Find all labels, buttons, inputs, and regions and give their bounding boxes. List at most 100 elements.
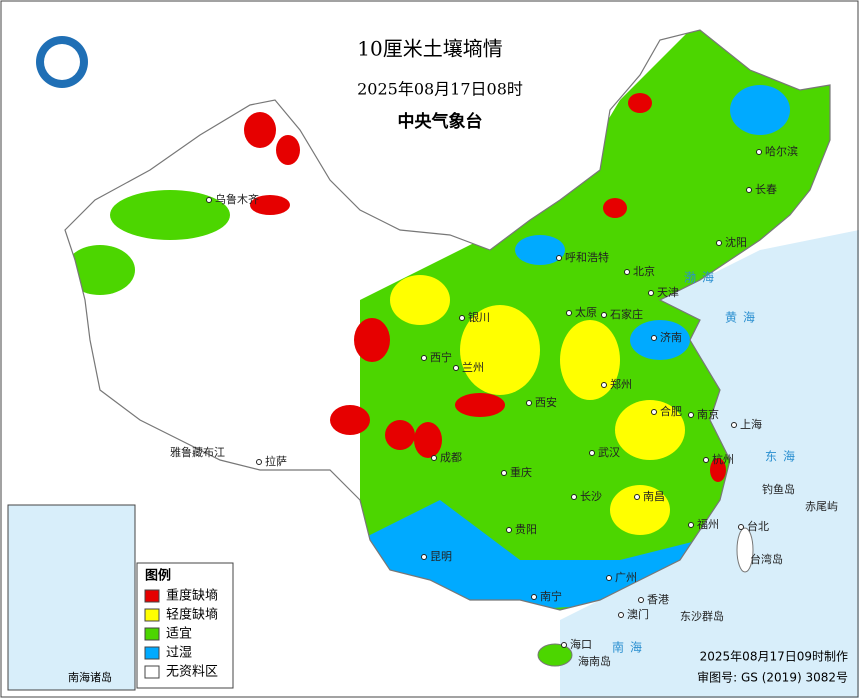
footer-review: 审图号: GS (2019) 3082号 (697, 670, 848, 685)
city-marker (589, 450, 595, 456)
city-label: 哈尔滨 (765, 144, 798, 158)
city-label: 台北 (747, 519, 769, 533)
city-label: 长春 (755, 183, 777, 196)
legend-title: 图例 (145, 568, 171, 584)
legend-swatch (144, 608, 160, 622)
legend-swatch (144, 665, 160, 679)
city-label: 石家庄 (610, 307, 643, 321)
city-label: 西安 (535, 395, 557, 409)
city-label: 济南 (660, 330, 682, 344)
city-marker (561, 642, 567, 648)
city-marker (571, 494, 577, 500)
city-marker (453, 365, 459, 371)
city-marker (651, 409, 657, 415)
city-marker (421, 355, 427, 361)
city-label: 长沙 (580, 490, 602, 503)
place-label: 台湾岛 (750, 552, 783, 566)
city-label: 上海 (740, 417, 762, 431)
city-marker (624, 269, 630, 275)
city-label: 呼和浩特 (565, 250, 609, 264)
inset (7, 504, 136, 691)
legend-swatch (144, 627, 160, 641)
legend-swatch (144, 589, 160, 603)
city-label: 澳门 (627, 607, 649, 621)
city-label: 海口 (570, 637, 592, 651)
city-marker (601, 312, 607, 318)
city-label: 杭州 (712, 452, 734, 466)
city-marker (206, 197, 212, 203)
place-label: 海南岛 (578, 654, 611, 668)
taiwan (736, 527, 754, 573)
city-label: 沈阳 (725, 235, 747, 249)
legend-label: 过湿 (166, 646, 192, 661)
city-marker (638, 597, 644, 603)
place-label: 雅鲁藏布江 (170, 445, 225, 459)
place-label: 渤海 (684, 270, 720, 285)
city-marker (421, 554, 427, 560)
place-label: 黄海 (725, 310, 761, 325)
city-marker (738, 524, 744, 530)
legend-label: 重度缺墒 (166, 588, 218, 604)
city-label: 拉萨 (265, 454, 287, 468)
city-label: 重庆 (510, 465, 532, 479)
agency: 中央气象台 (398, 111, 483, 132)
city-marker (606, 575, 612, 581)
place-label: 赤尾屿 (805, 500, 838, 513)
legend-label: 适宜 (166, 627, 192, 642)
footer-made: 2025年08月17日09时制作 (700, 650, 848, 664)
place-label: 东沙群岛 (680, 609, 724, 623)
city-marker (648, 290, 654, 296)
city-label: 南京 (697, 407, 719, 421)
city-label: 广州 (615, 571, 637, 584)
title: 10厘米土壤墒情 (357, 37, 502, 61)
city-marker (431, 455, 437, 461)
city-marker (256, 459, 262, 465)
city-label: 贵阳 (515, 523, 537, 536)
city-label: 天津 (657, 286, 679, 299)
legend-swatch (144, 646, 160, 660)
city-label: 银川 (468, 310, 490, 324)
city-label: 乌鲁木齐 (215, 192, 259, 206)
city-marker (618, 612, 624, 618)
city-label: 香港 (647, 593, 669, 606)
city-marker (688, 412, 694, 418)
city-label: 福州 (697, 517, 719, 531)
sea (560, 230, 859, 698)
legend-label: 无资料区 (166, 665, 218, 680)
city-label: 武汉 (598, 446, 620, 459)
city-marker (526, 400, 532, 406)
city-marker (634, 494, 640, 500)
city-label: 南昌 (643, 490, 665, 503)
city-label: 昆明 (430, 550, 452, 563)
city-marker (651, 335, 657, 341)
city-marker (716, 240, 722, 246)
city-marker (746, 187, 752, 193)
city-marker (459, 315, 465, 321)
city-label: 合肥 (660, 404, 682, 418)
city-marker (501, 470, 507, 476)
inset-label: 南海诸岛 (68, 670, 112, 684)
city-marker (531, 594, 537, 600)
city-label: 西宁 (430, 350, 452, 364)
city-label: 成都 (440, 451, 462, 464)
city-label: 北京 (633, 264, 655, 278)
city-marker (506, 527, 512, 533)
city-label: 兰州 (462, 361, 484, 374)
place-label: 南海 (612, 640, 648, 655)
hainan (537, 643, 573, 667)
place-label: 东海 (765, 449, 801, 464)
city-marker (688, 522, 694, 528)
datetime: 2025年08月17日08时 (357, 80, 523, 99)
city-marker (756, 149, 762, 155)
city-label: 郑州 (610, 377, 632, 391)
city-label: 南宁 (540, 589, 562, 603)
city-marker (703, 457, 709, 463)
place-label: 钓鱼岛 (762, 482, 795, 496)
city-marker (566, 310, 572, 316)
city-label: 太原 (575, 306, 597, 319)
city-marker (731, 422, 737, 428)
city-marker (601, 382, 607, 388)
